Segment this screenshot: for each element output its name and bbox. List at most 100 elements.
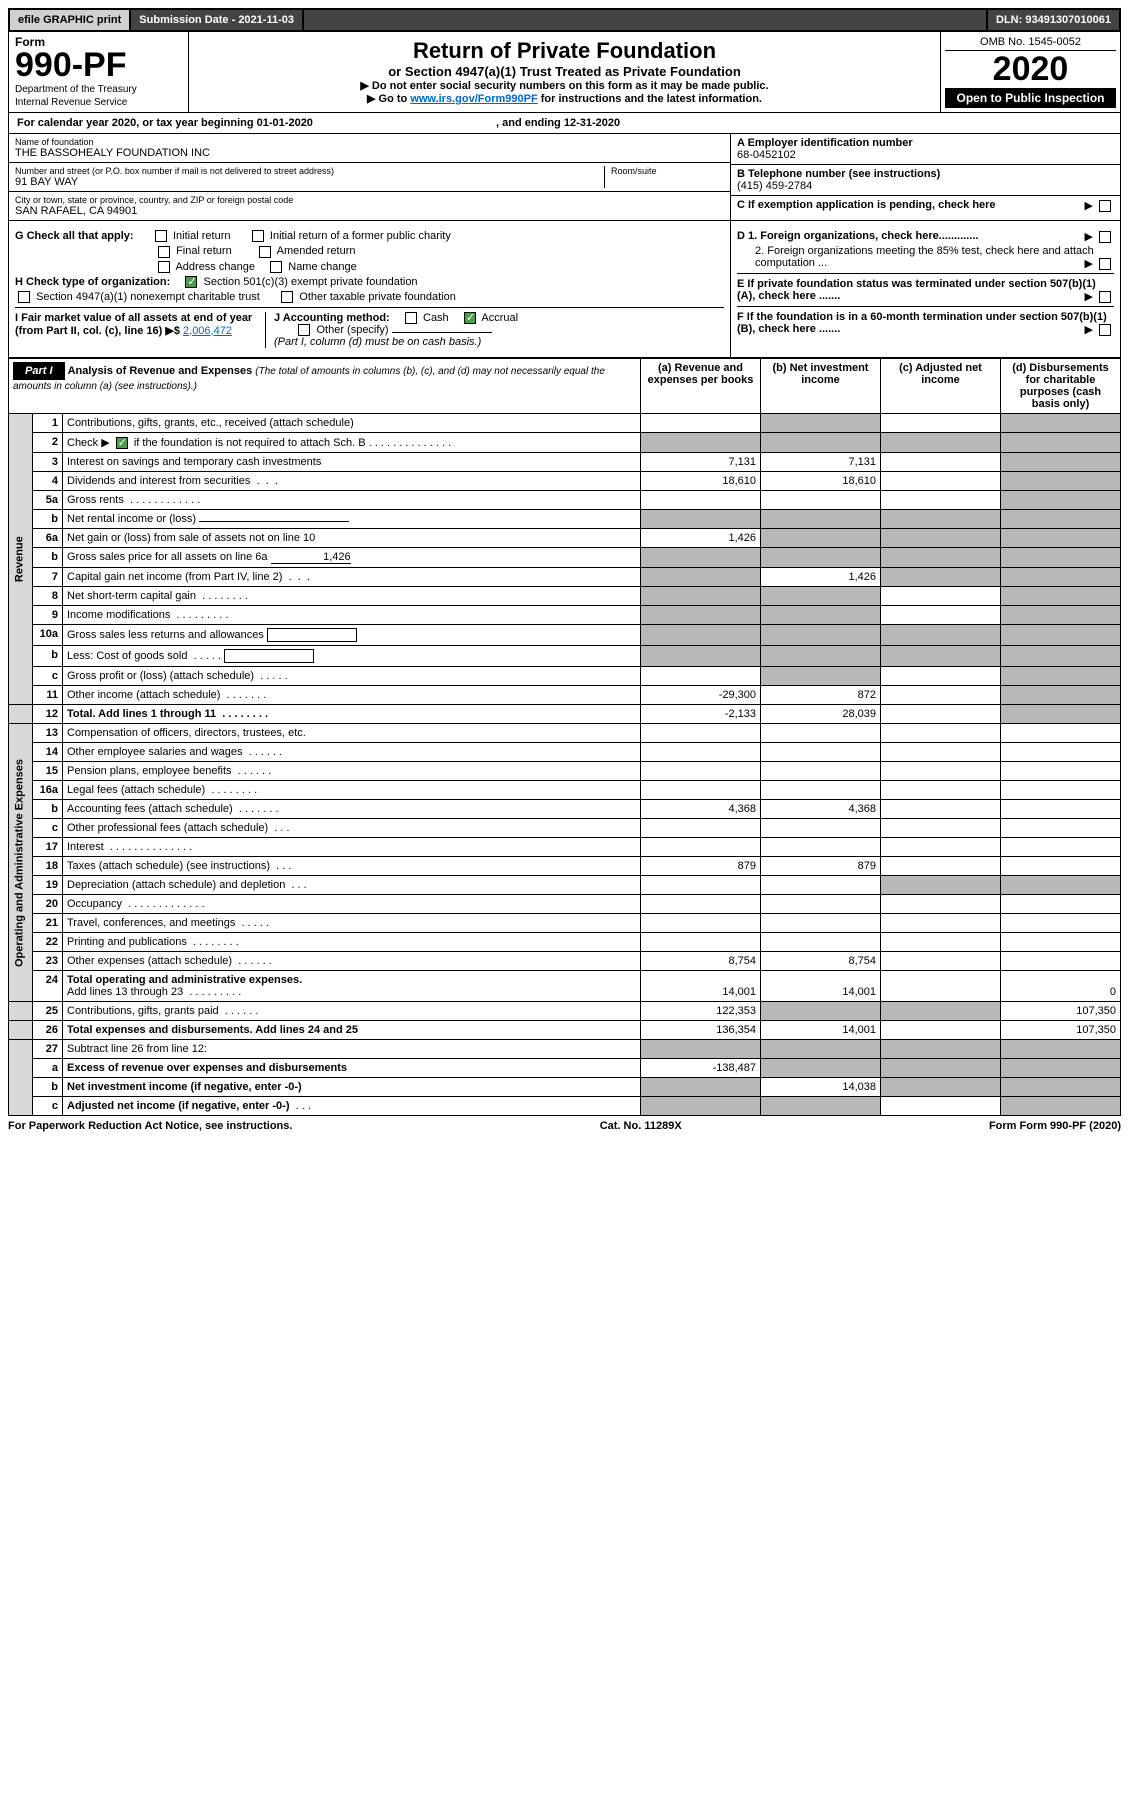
row-desc: Other professional fees (attach schedule… [63, 819, 641, 838]
row-desc: Depreciation (attach schedule) and deple… [63, 876, 641, 895]
city-label: City or town, state or province, country… [15, 195, 724, 205]
room-label: Room/suite [611, 166, 724, 176]
row-num: 9 [33, 606, 63, 625]
row-desc: Excess of revenue over expenses and disb… [63, 1059, 641, 1078]
cell-value: 14,001 [641, 971, 761, 1002]
col-d-header: (d) Disbursements for charitable purpose… [1001, 359, 1121, 414]
checkbox-other-taxable[interactable] [281, 291, 293, 303]
row-num: 13 [33, 724, 63, 743]
form-number: 990-PF [15, 46, 127, 84]
row-num: 6a [33, 529, 63, 548]
row-desc: Travel, conferences, and meetings . . . … [63, 914, 641, 933]
row-num: c [33, 1097, 63, 1116]
form-subtitle: or Section 4947(a)(1) Trust Treated as P… [195, 64, 934, 79]
efile-print-button[interactable]: efile GRAPHIC print [10, 10, 131, 30]
tax-year: 2020 [945, 51, 1116, 88]
checkbox-initial-former[interactable] [252, 230, 264, 242]
instruction-1: ▶ Do not enter social security numbers o… [195, 79, 934, 92]
checkbox-amended[interactable] [259, 246, 271, 258]
row-num: 19 [33, 876, 63, 895]
name-change-label: Name change [288, 261, 357, 273]
cell-value: -2,133 [641, 705, 761, 724]
j-cash-label: Cash [423, 312, 449, 324]
row-desc: Interest on savings and temporary cash i… [63, 453, 641, 472]
row-num: 5a [33, 491, 63, 510]
checkbox-addr-change[interactable] [158, 261, 170, 273]
col-c-header: (c) Adjusted net income [881, 359, 1001, 414]
checkbox-e[interactable] [1099, 291, 1111, 303]
row-num: 3 [33, 453, 63, 472]
row-desc: Compensation of officers, directors, tru… [63, 724, 641, 743]
row-num: 2 [33, 433, 63, 453]
row-num: c [33, 819, 63, 838]
j-accrual-label: Accrual [481, 312, 518, 324]
checkbox-f[interactable] [1099, 324, 1111, 336]
dln: DLN: 93491307010061 [988, 10, 1119, 30]
row-desc: Pension plans, employee benefits . . . .… [63, 762, 641, 781]
row-num: 18 [33, 857, 63, 876]
cell-value: -138,487 [641, 1059, 761, 1078]
checkbox-other-method[interactable] [298, 324, 310, 336]
inline-value: 1,426 [271, 551, 351, 564]
row-num: 15 [33, 762, 63, 781]
col-a-header: (a) Revenue and expenses per books [641, 359, 761, 414]
checkbox-501c3[interactable] [185, 276, 197, 288]
row-desc: Total. Add lines 1 through 11 . . . . . … [63, 705, 641, 724]
row-desc: Total operating and administrative expen… [63, 971, 641, 1002]
address-label: Number and street (or P.O. box number if… [15, 166, 604, 176]
row-num: 16a [33, 781, 63, 800]
part-i-table: Part I Analysis of Revenue and Expenses … [8, 358, 1121, 1116]
row-num: 4 [33, 472, 63, 491]
cell-value: 18,610 [641, 472, 761, 491]
checkbox-initial[interactable] [155, 230, 167, 242]
checkbox-d2[interactable] [1099, 258, 1111, 270]
cell-value: 107,350 [1001, 1021, 1121, 1040]
cell-value: 4,368 [641, 800, 761, 819]
checkbox-final[interactable] [158, 246, 170, 258]
j-label: J Accounting method: [274, 312, 390, 324]
irs: Internal Revenue Service [15, 97, 182, 108]
entity-info: Name of foundation THE BASSOHEALY FOUNDA… [8, 134, 1121, 221]
g-label: G Check all that apply: [15, 230, 134, 242]
row-num: 8 [33, 587, 63, 606]
row-num: 23 [33, 952, 63, 971]
footer-right: Form Form 990-PF (2020) [989, 1120, 1121, 1132]
checkbox-accrual[interactable] [464, 312, 476, 324]
form-header: Form 990-PF Department of the Treasury I… [8, 32, 1121, 113]
row-desc: Printing and publications . . . . . . . … [63, 933, 641, 952]
e-label: E If private foundation status was termi… [737, 278, 1096, 302]
form-link[interactable]: www.irs.gov/Form990PF [410, 93, 537, 105]
i-value: 2,006,472 [183, 325, 232, 337]
row-num: b [33, 1078, 63, 1097]
row-desc: Contributions, gifts, grants paid . . . … [63, 1002, 641, 1021]
row-desc: Total expenses and disbursements. Add li… [63, 1021, 641, 1040]
checkbox-d1[interactable] [1099, 231, 1111, 243]
row-num: 27 [33, 1040, 63, 1059]
row-desc: Net investment income (if negative, ente… [63, 1078, 641, 1097]
checkbox-4947[interactable] [18, 291, 30, 303]
checkbox-sch-b[interactable] [116, 437, 128, 449]
form-title: Return of Private Foundation [195, 38, 934, 64]
row-num: b [33, 510, 63, 529]
checkbox-c[interactable] [1099, 200, 1111, 212]
h-4947-label: Section 4947(a)(1) nonexempt charitable … [36, 291, 260, 303]
foundation-name: THE BASSOHEALY FOUNDATION INC [15, 147, 724, 159]
row-desc: Interest . . . . . . . . . . . . . . [63, 838, 641, 857]
cell-value: 122,353 [641, 1002, 761, 1021]
checkbox-name-change[interactable] [270, 261, 282, 273]
cell-value: 136,354 [641, 1021, 761, 1040]
row-desc: Gross sales price for all assets on line… [63, 548, 641, 568]
row-desc: Check ▶ if the foundation is not require… [63, 433, 641, 453]
f-label: F If the foundation is in a 60-month ter… [737, 311, 1107, 335]
row-desc: Gross profit or (loss) (attach schedule)… [63, 667, 641, 686]
row-desc: Contributions, gifts, grants, etc., rece… [63, 414, 641, 433]
phone-label: B Telephone number (see instructions) [737, 168, 1114, 180]
initial-former-label: Initial return of a former public charit… [270, 230, 451, 242]
row-desc: Legal fees (attach schedule) . . . . . .… [63, 781, 641, 800]
amended-return-label: Amended return [277, 245, 356, 257]
h-label: H Check type of organization: [15, 276, 170, 288]
page-footer: For Paperwork Reduction Act Notice, see … [8, 1116, 1121, 1136]
row-num: b [33, 800, 63, 819]
checkbox-cash[interactable] [405, 312, 417, 324]
row-num: c [33, 667, 63, 686]
